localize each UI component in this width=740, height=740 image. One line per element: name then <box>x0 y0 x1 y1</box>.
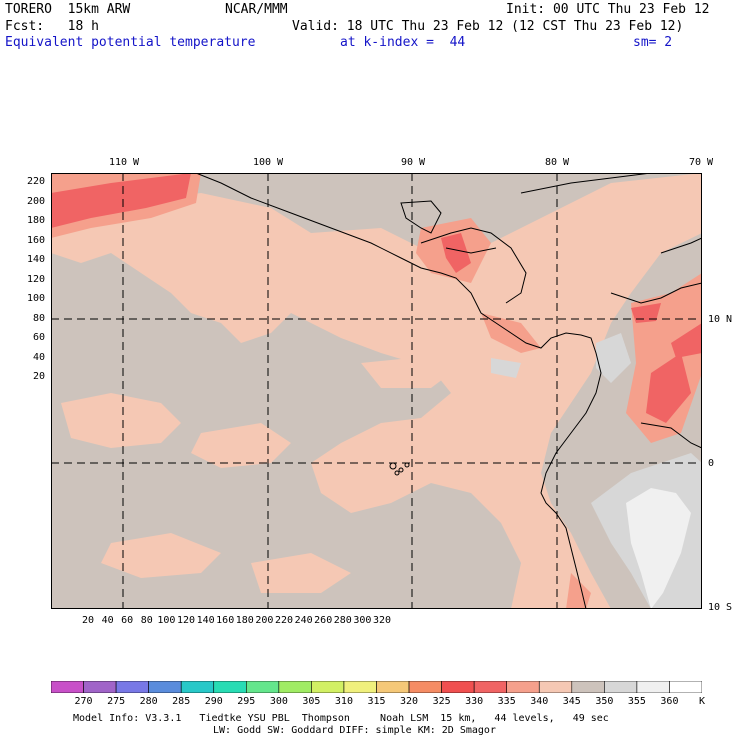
x-tick-label: 320 <box>372 615 392 626</box>
colorbar-label: 310 <box>334 696 353 707</box>
colorbar-swatch <box>213 681 247 693</box>
colorbar-label: 355 <box>627 696 646 707</box>
colorbar-label: 360 <box>660 696 679 707</box>
y-tick-label: 160 <box>26 234 45 246</box>
colorbar-swatch <box>376 681 410 693</box>
colorbar-swatch <box>83 681 117 693</box>
init-time: Init: 00 UTC Thu 23 Feb 12 <box>506 2 710 17</box>
field-name: Equivalent potential temperature <box>5 35 256 50</box>
colorbar-swatch <box>311 681 345 693</box>
x-tick-label: 240 <box>294 615 313 626</box>
y-tick-label: 100 <box>26 293 45 304</box>
colorbar-label: 320 <box>400 696 419 707</box>
y-tick-label: 60 <box>32 332 45 343</box>
colorbar-swatch <box>246 681 280 693</box>
valid-time: Valid: 18 UTC Thu 23 Feb 12 (12 CST Thu … <box>292 19 684 34</box>
x-tick-label: 180 <box>235 615 254 626</box>
colorbar-swatch <box>506 681 540 693</box>
y-tick-label: 140 <box>26 254 45 265</box>
lat-lon-grid <box>51 173 702 609</box>
theta-e-340-345-areas <box>51 173 702 609</box>
colorbar-label: 315 <box>367 696 386 707</box>
lon-label: 70 W <box>688 157 714 168</box>
x-tick-label: 200 <box>255 615 274 626</box>
model-info-line2: LW: Godd SW: Goddard DIFF: simple KM: 2D… <box>213 725 496 736</box>
x-tick-label: 300 <box>353 615 372 626</box>
smoothing-info: sm= 2 <box>633 35 673 50</box>
colorbar <box>51 681 702 693</box>
x-tick-label: 220 <box>274 615 294 626</box>
forecast-hour: Fcst: 18 h <box>5 19 99 34</box>
y-tick-label: 220 <box>26 176 45 187</box>
colorbar-swatch <box>115 681 149 693</box>
x-tick-label: 280 <box>333 615 352 626</box>
colorbar-swatch <box>180 681 215 693</box>
colorbar-label: 345 <box>562 696 581 707</box>
lon-label: 90 W <box>400 157 426 168</box>
colorbar-label: 285 <box>172 696 191 707</box>
colorbar-label: 295 <box>237 696 256 707</box>
colorbar-swatch <box>278 681 312 693</box>
colorbar-label: 330 <box>465 696 484 707</box>
colorbar-label: 305 <box>302 696 321 707</box>
colorbar-label: 270 <box>74 696 93 707</box>
x-tick-label: 40 <box>101 615 114 626</box>
colorbar-swatch <box>148 681 182 693</box>
x-tick-label: 80 <box>140 615 153 626</box>
colorbar-swatch <box>571 681 605 693</box>
theta-e-355-360-areas <box>626 488 691 609</box>
colorbar-swatch <box>604 681 638 693</box>
colorbar-label: 280 <box>139 696 158 707</box>
x-tick-label: 120 <box>176 615 196 626</box>
x-tick-label: 160 <box>216 615 235 626</box>
colorbar-swatch <box>441 681 475 693</box>
coastlines <box>195 173 702 609</box>
colorbar-swatch <box>343 681 377 693</box>
colorbar-label: 290 <box>204 696 223 707</box>
model-name: TORERO 15km ARW <box>5 2 131 17</box>
x-tick-label: 100 <box>157 615 176 626</box>
lon-label: 80 W <box>544 157 570 168</box>
lat-label: 10 S <box>708 602 733 613</box>
center-name: NCAR/MMM <box>225 2 288 17</box>
colorbar-swatch <box>408 681 442 693</box>
colorbar-swatch <box>538 681 573 693</box>
lon-label: 110 W <box>108 157 140 168</box>
lon-label: 100 W <box>252 157 284 168</box>
colorbar-swatch <box>636 681 670 693</box>
theta-e-330-335-areas <box>51 173 702 423</box>
x-tick-label: 20 <box>81 615 95 626</box>
y-tick-label: 180 <box>26 215 45 226</box>
lat-label: 0 <box>708 458 715 469</box>
map-plot <box>51 173 702 609</box>
x-tick-label: 140 <box>196 615 215 626</box>
lat-label: 10 N <box>708 314 733 325</box>
y-tick-label: 20 <box>32 371 45 382</box>
colorbar-label: 275 <box>107 696 126 707</box>
colorbar-label: 300 <box>269 696 288 707</box>
map-frame <box>51 173 702 609</box>
colorbar-swatch <box>51 681 84 693</box>
model-info-line1: Model Info: V3.3.1 Tiedtke YSU PBL Thomp… <box>73 713 609 724</box>
colorbar-swatch <box>669 681 702 693</box>
x-tick-label: 60 <box>121 615 134 626</box>
y-tick-label: 80 <box>32 312 45 324</box>
x-tick-label: 260 <box>314 615 333 626</box>
colorbar-label: 350 <box>595 696 614 707</box>
level-info: at k-index = 44 <box>340 35 466 50</box>
y-tick-label: 200 <box>26 195 45 207</box>
colorbar-label: 340 <box>530 696 549 707</box>
colorbar-swatch <box>473 681 507 693</box>
y-tick-label: 120 <box>26 273 45 285</box>
colorbar-label: 325 <box>432 696 451 707</box>
colorbar-label: K <box>698 696 706 707</box>
colorbar-label: 335 <box>497 696 516 707</box>
y-tick-label: 40 <box>32 351 45 363</box>
